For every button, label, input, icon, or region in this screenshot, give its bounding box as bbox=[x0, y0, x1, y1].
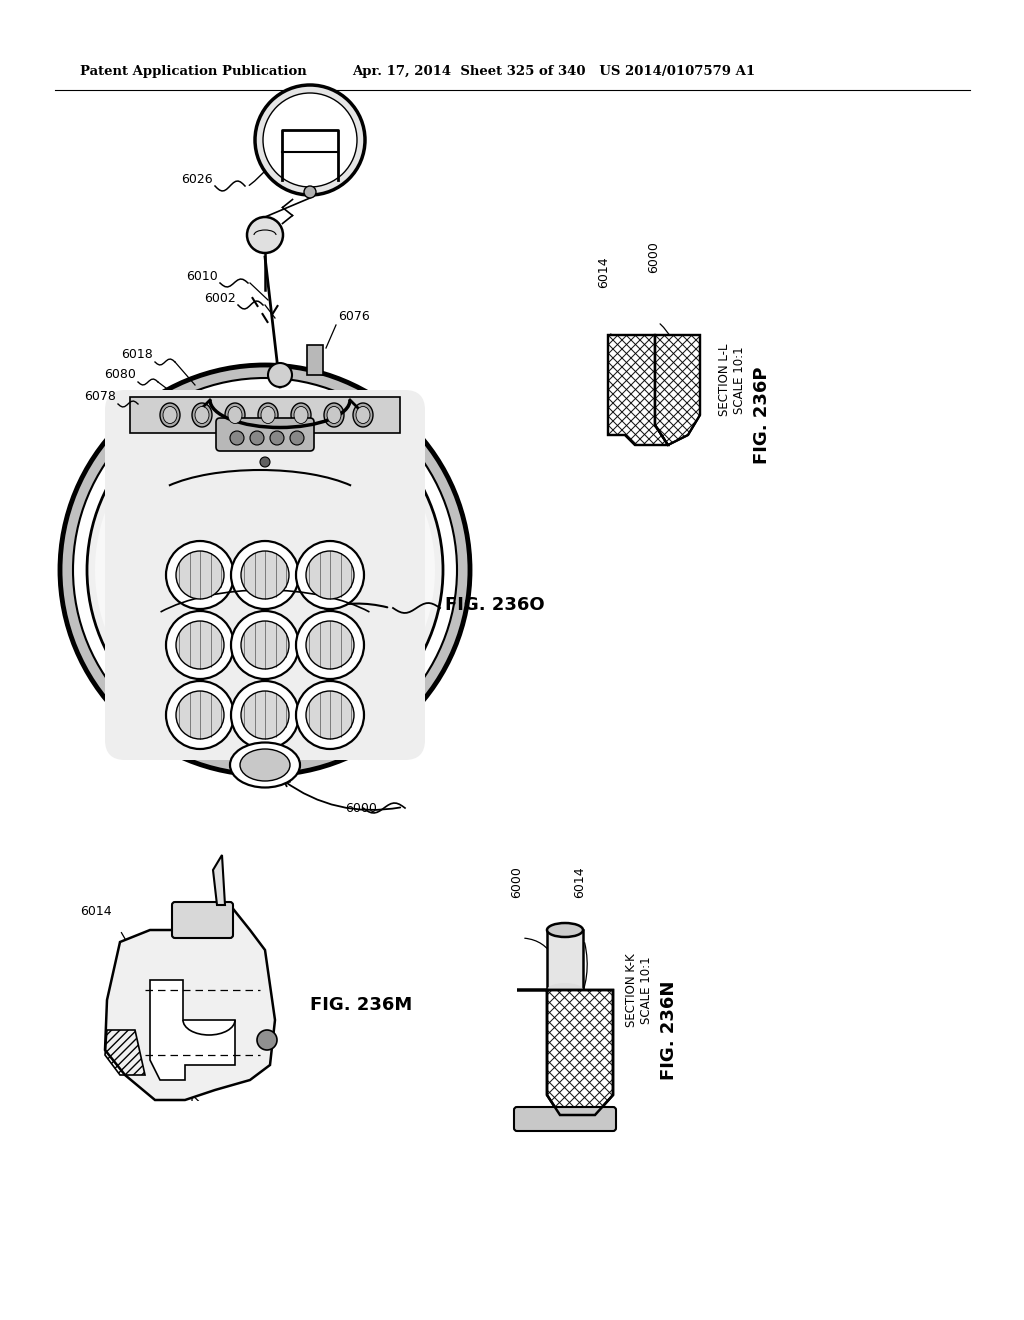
Ellipse shape bbox=[324, 403, 344, 426]
Circle shape bbox=[306, 620, 354, 669]
Ellipse shape bbox=[547, 983, 583, 997]
Circle shape bbox=[176, 620, 224, 669]
Circle shape bbox=[166, 611, 234, 678]
FancyBboxPatch shape bbox=[514, 1107, 616, 1131]
Bar bbox=[130, 397, 400, 433]
Circle shape bbox=[296, 681, 364, 748]
Circle shape bbox=[230, 432, 244, 445]
FancyBboxPatch shape bbox=[216, 418, 314, 451]
Ellipse shape bbox=[261, 407, 275, 424]
Circle shape bbox=[241, 550, 289, 599]
Text: FIG. 236P: FIG. 236P bbox=[753, 366, 771, 463]
Text: 6000: 6000 bbox=[510, 866, 523, 898]
Circle shape bbox=[304, 186, 316, 198]
Text: SCALE 10:1: SCALE 10:1 bbox=[733, 346, 746, 413]
Circle shape bbox=[241, 620, 289, 669]
Circle shape bbox=[176, 550, 224, 599]
Text: 6014: 6014 bbox=[573, 866, 586, 898]
Ellipse shape bbox=[294, 407, 308, 424]
Text: 6000: 6000 bbox=[647, 242, 660, 273]
Circle shape bbox=[176, 690, 224, 739]
Bar bbox=[547, 931, 583, 990]
Ellipse shape bbox=[230, 742, 300, 788]
Circle shape bbox=[231, 611, 299, 678]
FancyBboxPatch shape bbox=[172, 902, 233, 939]
Circle shape bbox=[268, 363, 292, 387]
Circle shape bbox=[247, 216, 283, 253]
Polygon shape bbox=[105, 906, 275, 1100]
Circle shape bbox=[166, 541, 234, 609]
Circle shape bbox=[166, 681, 234, 748]
Ellipse shape bbox=[160, 403, 180, 426]
Circle shape bbox=[290, 432, 304, 445]
Text: 6000: 6000 bbox=[345, 803, 377, 814]
Ellipse shape bbox=[240, 748, 290, 781]
Ellipse shape bbox=[327, 407, 341, 424]
Circle shape bbox=[306, 550, 354, 599]
Circle shape bbox=[231, 681, 299, 748]
Text: 6014: 6014 bbox=[597, 256, 610, 288]
Polygon shape bbox=[655, 335, 700, 445]
Circle shape bbox=[95, 400, 435, 741]
Circle shape bbox=[250, 432, 264, 445]
Circle shape bbox=[255, 84, 365, 195]
Text: FIG. 236M: FIG. 236M bbox=[310, 997, 413, 1014]
Text: SECTION K-K: SECTION K-K bbox=[625, 953, 638, 1027]
Text: 6078: 6078 bbox=[84, 389, 116, 403]
Bar bbox=[307, 345, 323, 375]
Ellipse shape bbox=[193, 403, 212, 426]
FancyBboxPatch shape bbox=[105, 389, 425, 760]
Polygon shape bbox=[213, 855, 225, 906]
Text: Apr. 17, 2014  Sheet 325 of 340   US 2014/0107579 A1: Apr. 17, 2014 Sheet 325 of 340 US 2014/0… bbox=[352, 66, 755, 78]
Ellipse shape bbox=[547, 923, 583, 937]
Circle shape bbox=[263, 92, 357, 187]
Ellipse shape bbox=[225, 403, 245, 426]
Text: Patent Application Publication: Patent Application Publication bbox=[80, 66, 307, 78]
Text: SECTION L-L: SECTION L-L bbox=[718, 343, 731, 416]
Text: K: K bbox=[173, 941, 182, 954]
Circle shape bbox=[296, 611, 364, 678]
Ellipse shape bbox=[163, 407, 177, 424]
Ellipse shape bbox=[356, 407, 370, 424]
Circle shape bbox=[60, 366, 470, 775]
Circle shape bbox=[260, 457, 270, 467]
Text: SCALE 10:1: SCALE 10:1 bbox=[640, 956, 653, 1024]
Text: 6080: 6080 bbox=[104, 368, 136, 381]
Text: 6076: 6076 bbox=[338, 310, 370, 323]
Text: FIG. 236O: FIG. 236O bbox=[445, 597, 545, 614]
Ellipse shape bbox=[195, 407, 209, 424]
Circle shape bbox=[270, 432, 284, 445]
Ellipse shape bbox=[353, 403, 373, 426]
Text: K: K bbox=[190, 1090, 199, 1104]
Circle shape bbox=[231, 541, 299, 609]
Circle shape bbox=[87, 392, 443, 748]
Polygon shape bbox=[150, 979, 234, 1080]
Circle shape bbox=[296, 541, 364, 609]
Text: 6014: 6014 bbox=[80, 906, 112, 917]
Polygon shape bbox=[608, 335, 668, 445]
Ellipse shape bbox=[291, 403, 311, 426]
Text: 6026: 6026 bbox=[181, 173, 213, 186]
Ellipse shape bbox=[228, 407, 242, 424]
Circle shape bbox=[257, 1030, 278, 1049]
Ellipse shape bbox=[258, 403, 278, 426]
Text: FIG. 236N: FIG. 236N bbox=[660, 981, 678, 1080]
Text: 6002: 6002 bbox=[204, 292, 236, 305]
Text: 6018: 6018 bbox=[121, 348, 153, 360]
Text: 6010: 6010 bbox=[186, 271, 218, 282]
Polygon shape bbox=[517, 990, 613, 1115]
Circle shape bbox=[306, 690, 354, 739]
Circle shape bbox=[73, 378, 457, 762]
Circle shape bbox=[241, 690, 289, 739]
